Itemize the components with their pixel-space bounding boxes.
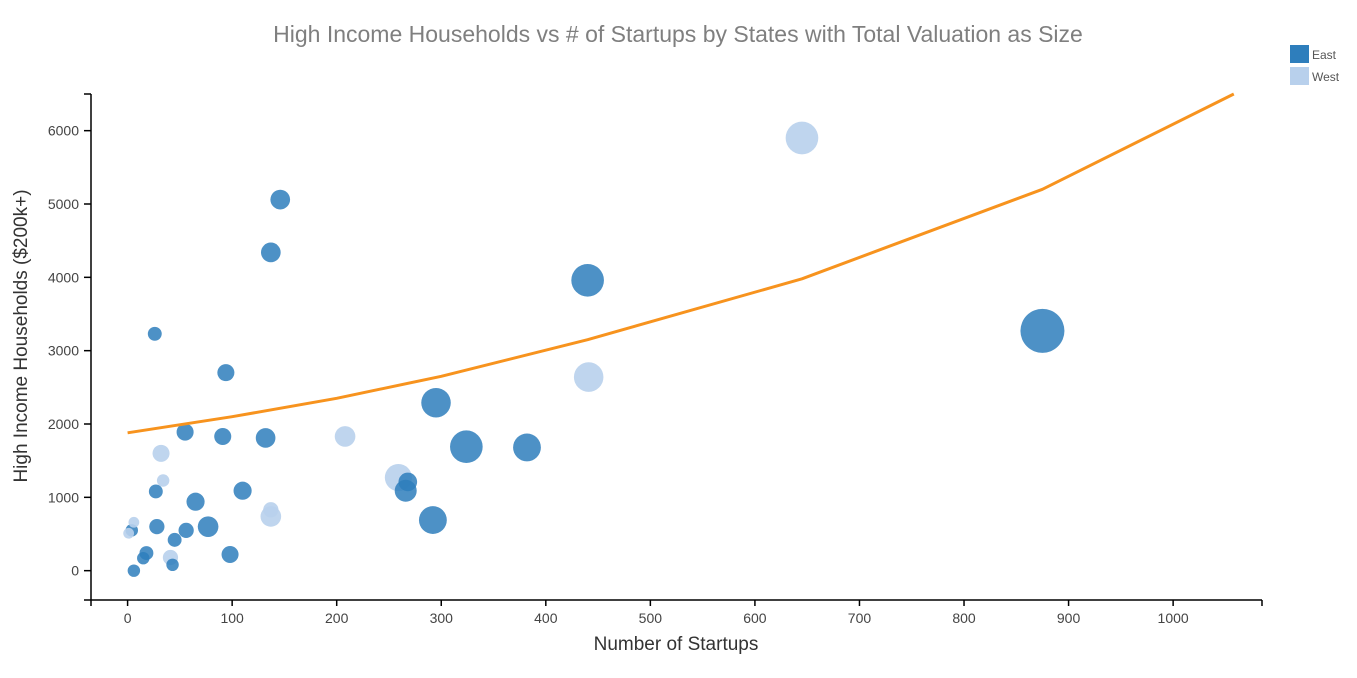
data-point-east[interactable] bbox=[260, 242, 281, 263]
y-axis-label: High Income Households ($200k+) bbox=[11, 189, 32, 482]
data-point-west[interactable] bbox=[334, 426, 356, 447]
y-tick-label: 2000 bbox=[48, 416, 79, 432]
data-point-east[interactable] bbox=[148, 484, 163, 499]
y-tick-label: 6000 bbox=[48, 123, 79, 139]
data-point-east[interactable] bbox=[214, 427, 232, 445]
chart-title: High Income Households vs # of Startups … bbox=[273, 21, 1083, 47]
x-tick-label: 900 bbox=[1057, 610, 1081, 626]
data-point-east[interactable] bbox=[166, 558, 179, 572]
x-tick-label: 800 bbox=[952, 610, 976, 626]
legend-label-east: East bbox=[1312, 48, 1337, 62]
data-point-east[interactable] bbox=[186, 492, 205, 511]
data-point-east[interactable] bbox=[176, 423, 194, 441]
data-point-east[interactable] bbox=[571, 263, 604, 297]
data-point-east[interactable] bbox=[127, 564, 141, 577]
trend-line bbox=[127, 92, 1235, 435]
x-tick-label: 1000 bbox=[1158, 610, 1189, 626]
x-axis-ticks: 0 100 200 300 400 500 600 700 800 900 1000 bbox=[124, 600, 1189, 626]
data-point-east[interactable] bbox=[137, 551, 150, 565]
legend-swatch-east bbox=[1290, 45, 1309, 63]
data-point-east[interactable] bbox=[178, 522, 194, 538]
y-tick-label: 5000 bbox=[48, 196, 79, 212]
x-tick-label: 300 bbox=[430, 610, 454, 626]
plot-area: 0 1000 2000 3000 4000 5000 6000 0 100 200 300 400 5… bbox=[48, 92, 1263, 626]
x-axis-label: Number of Startups bbox=[594, 634, 759, 655]
data-point-east[interactable] bbox=[221, 546, 239, 564]
data-point-east[interactable] bbox=[513, 433, 541, 462]
y-tick-label: 3000 bbox=[48, 343, 79, 359]
data-point-east[interactable] bbox=[450, 430, 483, 464]
x-tick-label: 0 bbox=[124, 610, 132, 626]
legend-swatch-west bbox=[1290, 67, 1309, 85]
x-tick-label: 400 bbox=[534, 610, 558, 626]
data-point-east[interactable] bbox=[398, 472, 418, 492]
data-point-east[interactable] bbox=[149, 519, 165, 535]
y-tick-label: 4000 bbox=[48, 269, 79, 285]
data-point-west[interactable] bbox=[152, 444, 170, 462]
legend-label-west: West bbox=[1312, 70, 1340, 84]
data-point-east[interactable] bbox=[197, 516, 219, 537]
data-point-east[interactable] bbox=[270, 189, 291, 210]
data-point-west[interactable] bbox=[123, 527, 135, 539]
x-tick-label: 600 bbox=[743, 610, 767, 626]
data-point-west[interactable] bbox=[573, 362, 604, 392]
data-point-east[interactable] bbox=[421, 387, 451, 418]
data-point-west[interactable] bbox=[128, 516, 140, 528]
y-axis-ticks: 0 1000 2000 3000 4000 5000 6000 bbox=[48, 123, 91, 579]
data-point-east[interactable] bbox=[217, 364, 235, 382]
x-tick-label: 700 bbox=[848, 610, 872, 626]
data-point-west[interactable] bbox=[263, 502, 279, 518]
y-tick-label: 1000 bbox=[48, 489, 79, 505]
x-tick-label: 200 bbox=[325, 610, 349, 626]
x-tick-label: 100 bbox=[220, 610, 244, 626]
data-point-east[interactable] bbox=[167, 532, 182, 547]
y-tick-label: 0 bbox=[71, 563, 79, 579]
data-point-east[interactable] bbox=[255, 428, 276, 448]
data-point-east[interactable] bbox=[1020, 308, 1065, 353]
data-point-east[interactable] bbox=[418, 506, 447, 534]
data-point-east[interactable] bbox=[147, 326, 162, 341]
data-point-west[interactable] bbox=[785, 121, 819, 155]
data-point-west[interactable] bbox=[156, 474, 170, 487]
data-point-east[interactable] bbox=[233, 481, 252, 500]
data-points bbox=[123, 121, 1065, 577]
legend: East West bbox=[1290, 45, 1340, 85]
x-tick-label: 500 bbox=[639, 610, 663, 626]
